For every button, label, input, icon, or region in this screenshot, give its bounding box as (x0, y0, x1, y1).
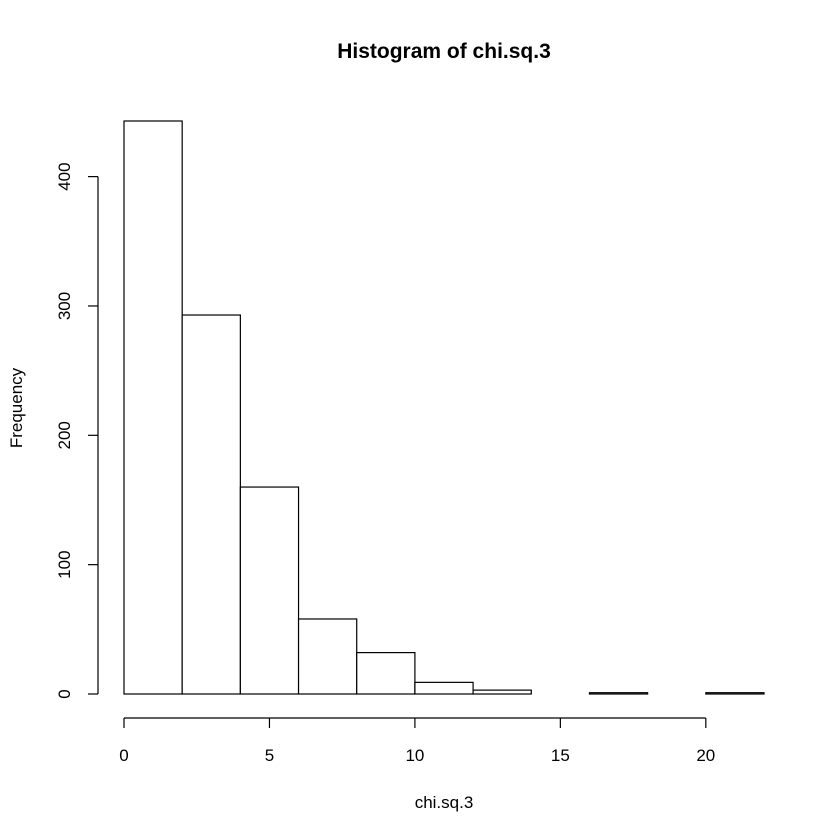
histogram-bar-3 (297, 618, 358, 695)
chart-title: Histogram of chi.sq.3 (337, 40, 551, 63)
y-axis: 0 100 200 300 400 (55, 162, 99, 699)
histogram-bar-4 (356, 652, 416, 695)
y-tick-label-100: 100 (55, 550, 74, 578)
y-tick-label-0: 0 (55, 689, 74, 698)
y-tick-label-400: 400 (55, 162, 74, 190)
histogram-bar-0 (123, 120, 183, 695)
x-tick-label-20: 20 (696, 746, 715, 765)
y-axis-label: Frequency (7, 367, 26, 448)
x-tick-label-10: 10 (405, 746, 424, 765)
y-tick-label-200: 200 (55, 421, 74, 449)
histogram-bar-10 (705, 692, 765, 695)
histogram-bar-8 (588, 692, 649, 695)
histogram-bar-2 (239, 486, 300, 695)
x-tick-label-15: 15 (551, 746, 570, 765)
x-tick-label-5: 5 (265, 746, 274, 765)
x-axis: 0 5 10 15 20 (119, 717, 715, 765)
x-tick-label-0: 0 (119, 746, 128, 765)
y-tick-label-300: 300 (55, 292, 74, 320)
histogram-bar-5 (414, 681, 474, 695)
histogram-bar-1 (181, 314, 241, 695)
histogram-bar-6 (472, 689, 532, 695)
x-axis-label: chi.sq.3 (415, 793, 474, 812)
bars-group (123, 120, 765, 695)
